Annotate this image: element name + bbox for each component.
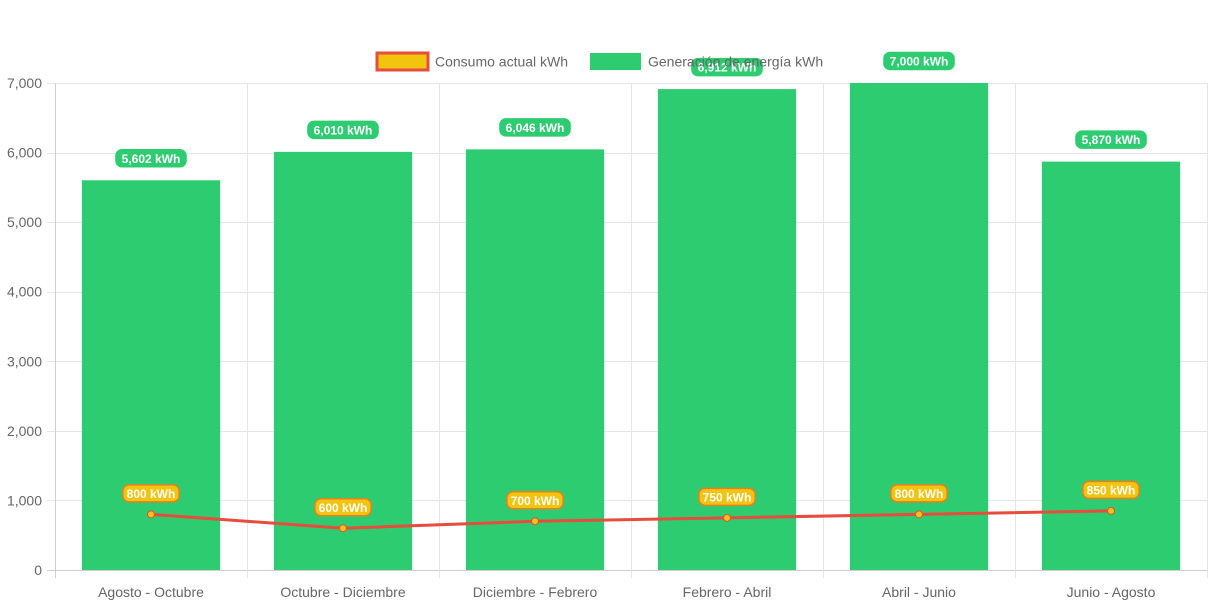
line-point[interactable]: [915, 510, 923, 519]
bar-data-label: 6,010 kWh: [307, 120, 379, 140]
line-data-label-bg: [890, 484, 948, 503]
grid: [47, 83, 1208, 578]
line-data-label-text: 600 kWh: [319, 501, 368, 515]
legend-label-consumo: Consumo actual kWh: [435, 54, 568, 70]
line-data-label-text: 700 kWh: [511, 494, 560, 508]
line-data-label-text: 750 kWh: [703, 490, 752, 504]
series-line-consumo: [150, 509, 1112, 530]
line-point[interactable]: [723, 513, 731, 522]
y-tick-label: 3,000: [7, 353, 42, 369]
bar-data-label-bg: [1075, 130, 1147, 149]
bar-data-label-text: 5,870 kWh: [1082, 133, 1141, 147]
line-data-label-bg: [314, 498, 372, 517]
x-tick-label: Abril - Junio: [882, 584, 956, 600]
bar-data-label-bg: [883, 51, 955, 71]
y-tick-label: 5,000: [7, 214, 42, 230]
x-tick-label: Agosto - Octubre: [98, 584, 204, 600]
y-tick-label: 6,000: [7, 145, 42, 161]
bar-data-label-text: 7,000 kWh: [890, 55, 949, 69]
legend-item-generacion[interactable]: Generación de energía kWh: [590, 53, 823, 70]
line-data-label-text: 800 kWh: [895, 487, 944, 501]
bar-data-label: 6,912 kWh: [691, 57, 763, 77]
legend-swatch-generacion: [590, 53, 641, 70]
x-tick-label: Diciembre - Febrero: [473, 584, 598, 600]
bar-data-label: 6,046 kWh: [499, 118, 571, 137]
bar-data-label: 5,870 kWh: [1075, 130, 1147, 149]
x-tick-label: Octubre - Diciembre: [280, 584, 405, 600]
line-point[interactable]: [531, 517, 539, 526]
bar-data-label-bg: [115, 149, 187, 168]
data-labels: 5,602 kWh 6,010 kWh 6,046 kWh 6,912 kWh 7,00…: [115, 51, 1147, 517]
line-data-label: 850 kWh: [1082, 480, 1140, 500]
line-point[interactable]: [147, 510, 155, 519]
line-point[interactable]: [1107, 506, 1115, 515]
axis-ticks: 0 1,000 2,000 3,000 4,000 5,000 6,000 7,000 Agos…: [7, 75, 1156, 600]
x-tick-label: Febrero - Abril: [683, 584, 772, 600]
y-tick-label: 0: [34, 562, 42, 578]
y-tick-label: 4,000: [7, 284, 42, 300]
line-data-label: 800 kWh: [122, 484, 180, 503]
bar-data-label-text: 6,046 kWh: [506, 121, 565, 135]
bar-data-label-bg: [499, 118, 571, 137]
legend-swatch-consumo: [375, 51, 430, 72]
bar-data-label: 5,602 kWh: [115, 149, 187, 168]
line-data-label: 750 kWh: [698, 487, 756, 507]
line-data-label-bg: [1082, 480, 1140, 500]
line-data-label-text: 800 kWh: [127, 487, 176, 501]
line-data-label: 800 kWh: [890, 484, 948, 503]
y-tick-label: 7,000: [7, 75, 42, 91]
line-data-label-bg: [122, 484, 180, 503]
legend[interactable]: Consumo actual kWh Generación de energía…: [375, 51, 823, 72]
legend-item-consumo[interactable]: Consumo actual kWh: [375, 51, 568, 72]
line-data-label-bg: [506, 491, 564, 510]
bar-data-label: 7,000 kWh: [883, 51, 955, 71]
bar-data-label-text: 5,602 kWh: [122, 152, 181, 166]
line-point[interactable]: [339, 524, 347, 533]
line-data-label: 700 kWh: [506, 491, 564, 510]
bar-data-label-text: 6,010 kWh: [314, 123, 373, 137]
bar-data-label-bg: [691, 57, 763, 77]
line-series: [147, 506, 1115, 533]
bar-data-label-bg: [307, 120, 379, 140]
line-data-label-bg: [698, 487, 756, 507]
bar-data-label-text: 6,912 kWh: [698, 61, 757, 75]
y-tick-label: 1,000: [7, 492, 42, 508]
bar[interactable]: [1041, 161, 1181, 570]
y-tick-label: 2,000: [7, 423, 42, 439]
line-data-label-text: 850 kWh: [1087, 483, 1136, 497]
legend-label-generacion: Generación de energía kWh: [648, 54, 823, 70]
x-tick-label: Junio - Agosto: [1067, 584, 1156, 600]
line-data-label: 600 kWh: [314, 498, 372, 517]
bar[interactable]: [81, 180, 221, 570]
